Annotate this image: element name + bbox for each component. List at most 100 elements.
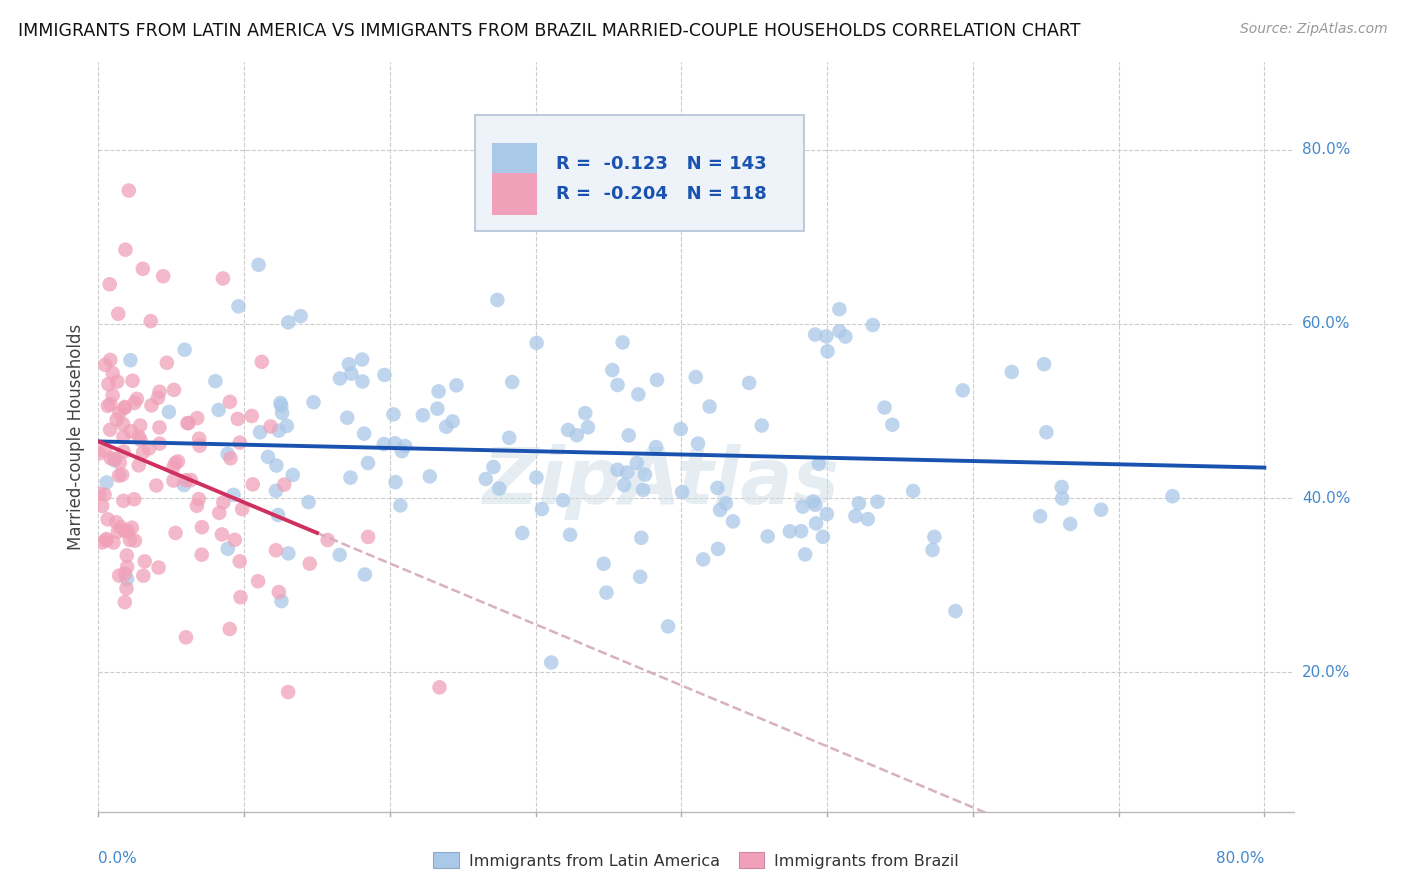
Point [267,508,290,522]
Point [231,502,253,516]
Point [384,475,406,489]
Point [96,475,118,490]
FancyBboxPatch shape [492,173,537,215]
FancyBboxPatch shape [475,115,804,231]
Point [714,496,737,510]
Point [337,357,360,371]
Point [558,527,581,541]
Text: R =  -0.123   N = 143: R = -0.123 N = 143 [557,155,766,173]
Point [1090,502,1112,516]
Point [340,367,363,381]
Point [804,516,827,531]
Point [242,477,264,491]
Point [162,460,184,475]
Point [257,450,280,464]
Point [924,530,946,544]
Point [103,535,125,549]
Point [112,444,135,458]
Point [115,560,138,574]
Point [101,366,124,380]
Point [751,418,773,433]
Point [157,405,180,419]
Point [353,567,375,582]
Point [267,424,290,438]
Point [212,495,235,509]
Point [187,491,209,506]
Point [692,552,714,566]
Point [93,487,115,501]
Point [188,432,211,446]
Point [98,397,121,411]
Point [148,420,170,434]
Point [848,496,870,510]
Point [124,396,146,410]
Point [115,582,138,596]
Point [207,403,229,417]
Point [277,315,299,329]
Point [576,420,599,434]
Point [290,309,312,323]
Point [118,184,141,198]
Point [259,419,281,434]
Point [188,439,211,453]
Text: ZipAtlas: ZipAtlas [482,444,838,520]
Point [129,433,152,447]
Point [98,423,121,437]
Point [91,535,114,549]
Point [945,604,967,618]
Text: 60.0%: 60.0% [1302,317,1350,331]
Point [901,483,924,498]
Point [177,416,200,430]
Point [352,352,374,367]
Point [526,470,548,484]
Point [105,412,128,426]
Point [817,344,839,359]
Point [626,456,648,470]
Point [186,499,208,513]
Point [427,384,450,399]
Point [657,619,679,633]
Text: 20.0%: 20.0% [1302,665,1350,680]
Point [1059,516,1081,531]
Point [792,500,814,514]
Point [97,512,120,526]
Point [815,329,838,343]
Point [617,428,640,442]
Point [446,378,468,392]
Point [389,499,412,513]
Point [108,456,131,470]
Point [98,277,121,292]
Point [634,467,657,482]
Point [501,375,523,389]
Point [498,431,520,445]
Point [217,541,239,556]
Point [482,460,505,475]
Point [866,494,889,508]
Point [91,499,114,513]
Point [486,293,509,307]
Point [645,373,668,387]
Point [794,548,817,562]
Point [146,391,169,405]
Point [115,549,138,563]
Point [114,243,136,257]
Point [429,681,451,695]
Point [96,533,118,548]
Point [132,261,155,276]
Point [565,428,588,442]
Point [475,472,498,486]
Point [844,509,866,524]
Point [834,329,856,343]
Point [111,467,134,482]
Point [211,527,233,541]
Point [132,445,155,459]
Point [329,371,352,385]
Point [114,595,136,609]
Point [139,314,162,328]
Point [165,456,187,470]
Point [112,493,135,508]
Point [97,377,120,392]
Point [208,506,231,520]
Point [148,560,170,574]
Point [173,343,195,357]
